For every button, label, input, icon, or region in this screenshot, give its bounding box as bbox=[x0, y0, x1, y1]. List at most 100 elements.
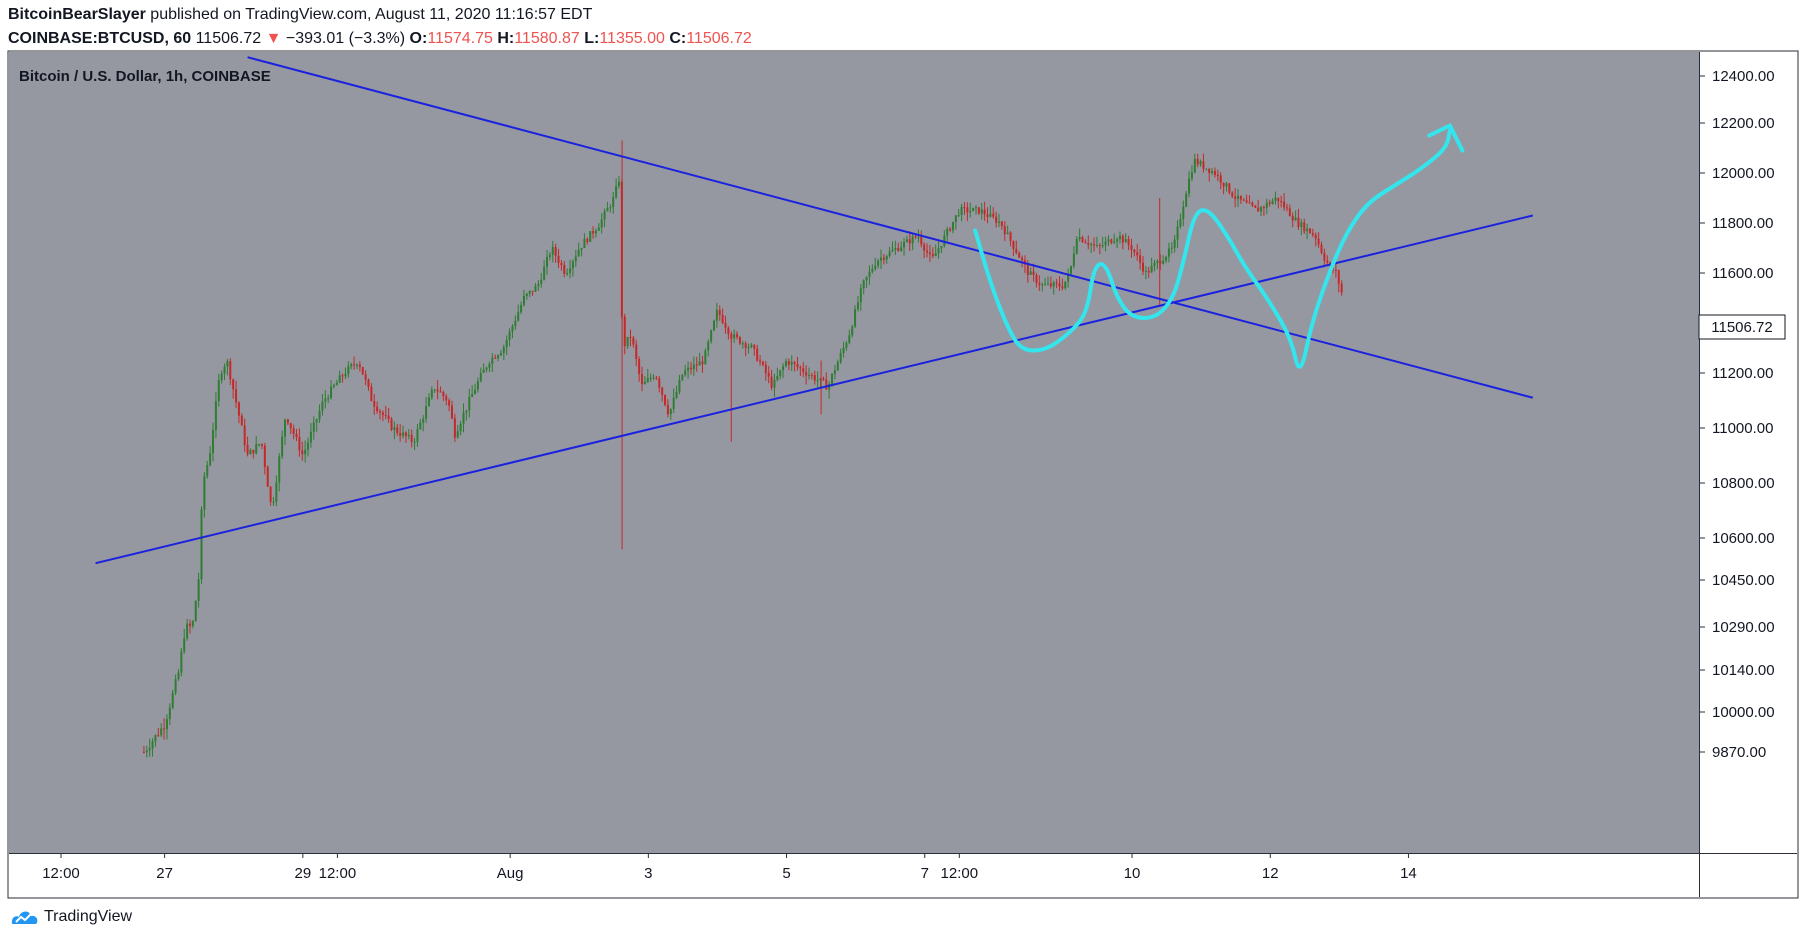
x-tick-label: 29 bbox=[295, 865, 312, 882]
candle-body bbox=[1254, 205, 1257, 208]
candle-body bbox=[430, 389, 433, 398]
candle-body bbox=[1067, 273, 1070, 282]
plot-area[interactable] bbox=[9, 52, 1699, 853]
candle-body bbox=[649, 377, 652, 379]
candle-body bbox=[900, 247, 903, 251]
candle-body bbox=[784, 361, 787, 367]
candle-body bbox=[977, 207, 980, 214]
candle-body bbox=[1242, 199, 1245, 201]
candle-body bbox=[226, 361, 229, 367]
candle-body bbox=[413, 441, 416, 443]
candle-body bbox=[569, 268, 572, 273]
candle-body bbox=[456, 431, 459, 438]
candle-body bbox=[358, 364, 361, 368]
candle-body bbox=[903, 242, 906, 248]
candle-body bbox=[1127, 239, 1130, 246]
open-value: 11574.75 bbox=[427, 30, 493, 47]
candle-body bbox=[1280, 201, 1283, 203]
down-arrow-icon: ▼ bbox=[265, 30, 282, 47]
candle-body bbox=[232, 379, 235, 390]
candle-body bbox=[252, 449, 255, 454]
candle-body bbox=[1098, 245, 1101, 247]
candle-body bbox=[497, 355, 500, 359]
candle-body bbox=[442, 392, 445, 397]
candle-body bbox=[1182, 206, 1185, 220]
candle-body bbox=[1190, 172, 1193, 179]
candle-body bbox=[1159, 260, 1162, 264]
candle-body bbox=[905, 239, 908, 243]
candle-body bbox=[963, 206, 966, 208]
candle-body bbox=[741, 343, 744, 345]
candle-body bbox=[808, 374, 811, 376]
candle-body bbox=[655, 377, 658, 379]
candle-body bbox=[1113, 241, 1116, 243]
candle-body bbox=[1231, 192, 1234, 197]
close-label: C: bbox=[669, 30, 687, 47]
candle-body bbox=[494, 357, 497, 359]
candle-body bbox=[275, 482, 278, 502]
y-tick-label: 11000.00 bbox=[1712, 420, 1773, 437]
candle-body bbox=[148, 748, 151, 751]
candle-body bbox=[145, 750, 148, 753]
candle-body bbox=[1216, 174, 1219, 176]
candle-body bbox=[1306, 228, 1309, 232]
candle-body bbox=[332, 385, 335, 387]
candle-body bbox=[1046, 283, 1049, 285]
time-axis[interactable]: 12:00 27 29 12:00 Aug 3 5 7 12:00 10 12 14 bbox=[42, 853, 1417, 882]
candle-body bbox=[1337, 270, 1340, 284]
candle-body bbox=[540, 279, 543, 284]
candle-body bbox=[888, 251, 891, 257]
candle-body bbox=[525, 293, 528, 296]
candle-body bbox=[831, 373, 834, 384]
candle-body bbox=[522, 295, 525, 305]
candle-body bbox=[606, 208, 609, 212]
candle-body bbox=[681, 374, 684, 380]
candle-body bbox=[335, 382, 338, 386]
candle-body bbox=[1222, 182, 1225, 187]
candle-body bbox=[315, 419, 318, 423]
candle-body bbox=[931, 254, 934, 257]
x-tick-label: 5 bbox=[782, 865, 790, 882]
candle-body bbox=[603, 211, 606, 220]
low-value: 11355.00 bbox=[599, 30, 665, 47]
candle-body bbox=[197, 579, 200, 601]
candle-body bbox=[283, 419, 286, 437]
y-tick-label: 11200.00 bbox=[1712, 365, 1773, 382]
candle-body bbox=[724, 322, 727, 328]
candle-body bbox=[1156, 260, 1159, 263]
candle-body bbox=[1052, 282, 1055, 287]
candle-body bbox=[269, 486, 272, 502]
candle-body bbox=[1107, 239, 1110, 242]
candle-body bbox=[183, 638, 186, 652]
x-tick-label: 10 bbox=[1124, 865, 1141, 882]
candle-body bbox=[753, 344, 756, 349]
author-name[interactable]: BitcoinBearSlayer bbox=[8, 6, 146, 23]
candle-body bbox=[566, 272, 569, 274]
candle-body bbox=[1136, 252, 1139, 256]
candle-body bbox=[597, 227, 600, 231]
candle-body bbox=[1072, 253, 1075, 267]
tradingview-brand[interactable]: TradingView bbox=[10, 907, 132, 927]
candle-body bbox=[1095, 245, 1098, 247]
candle-body bbox=[396, 427, 399, 433]
candle-body bbox=[1084, 241, 1087, 244]
candle-body bbox=[715, 309, 718, 321]
candle-body bbox=[577, 249, 580, 257]
candle-body bbox=[1262, 207, 1265, 209]
candle-body bbox=[1265, 202, 1268, 208]
candle-body bbox=[796, 363, 799, 368]
candle-body bbox=[1058, 283, 1061, 287]
candle-body bbox=[747, 346, 750, 348]
candle-body bbox=[1237, 195, 1240, 199]
candle-body bbox=[151, 741, 154, 749]
candle-body bbox=[482, 369, 485, 373]
candle-body bbox=[1196, 158, 1199, 165]
y-tick-label: 11800.00 bbox=[1712, 215, 1773, 232]
candle-body bbox=[1026, 264, 1029, 275]
chart-title: Bitcoin / U.S. Dollar, 1h, COINBASE bbox=[19, 68, 271, 85]
x-tick-label: Aug bbox=[497, 865, 524, 882]
candle-body bbox=[1165, 256, 1168, 261]
candle-body bbox=[1078, 237, 1081, 240]
candle-body bbox=[485, 367, 488, 370]
